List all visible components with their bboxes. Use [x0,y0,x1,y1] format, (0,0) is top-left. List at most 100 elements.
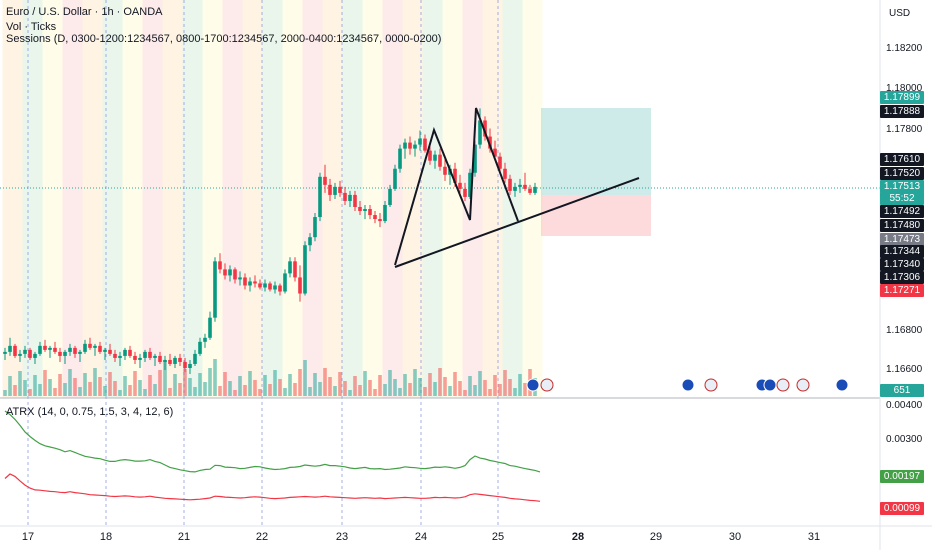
economic-event-icons[interactable] [526,378,849,392]
sessions-legend[interactable]: Sessions (D, 0300-1200:1234567, 0800-170… [6,33,442,45]
volume-bar [188,378,192,396]
candle [423,138,427,151]
session-band [257,0,263,398]
session-band [72,0,78,398]
position-stop-zone[interactable] [541,195,651,236]
atrx-legend[interactable]: ATRX (14, 0, 0.75, 1.5, 3, 4, 12, 6) [6,406,174,418]
session-band [322,0,328,398]
volume-legend[interactable]: Vol · Ticks [6,21,57,33]
session-band [107,0,113,398]
chart-pattern-drawing[interactable] [394,107,640,268]
time-axis-label: 17 [21,531,35,543]
candle [198,341,202,354]
candle [148,351,152,358]
volume-bar [38,384,42,396]
candle [133,355,137,360]
volume-bar [293,383,297,396]
candle [258,283,262,288]
price-tag: 1.17306 [880,271,924,284]
symbol-title[interactable]: Euro / U.S. Dollar · 1h · OANDA [6,6,163,18]
session-band [297,0,303,398]
candle [463,188,467,197]
session-band [487,0,493,398]
session-band [312,0,318,398]
volume-bar [63,383,67,396]
time-axis-label: 29 [649,531,663,543]
session-band [427,0,433,398]
time-axis-label: 31 [807,531,821,543]
volume-bar [128,385,132,396]
session-band [27,0,33,398]
volume-bar [348,390,352,396]
candle [13,345,17,356]
volume-bar [23,380,27,396]
session-band [517,0,523,398]
candle [318,176,322,218]
candle [418,138,422,145]
session-band [157,0,163,398]
volume-bar [103,386,107,396]
candle [218,261,222,270]
session-band [37,0,43,398]
session-band [382,0,388,398]
atrx-value-tag: 0.00197 [880,470,924,483]
volume-bar [258,389,262,396]
candle [18,353,22,356]
candle [238,277,242,280]
volume-bar [278,379,282,396]
candle [328,184,332,195]
candle [68,347,72,352]
currency-label[interactable]: USD [889,8,911,19]
candle [483,120,487,137]
candle [228,269,232,276]
time-axis-label: 30 [728,531,742,543]
session-band [2,0,8,398]
candle [243,277,247,286]
session-band [417,0,423,398]
volume-bar [198,373,202,396]
candle [443,166,447,175]
candle [488,136,492,149]
candle [248,281,252,286]
time-axis-label: 28 [571,531,585,543]
candle [478,120,482,145]
session-band [32,0,38,398]
session-band [222,0,228,398]
volume-bar [58,374,62,396]
position-target-zone[interactable] [541,108,651,195]
volume-bar [453,372,457,396]
candle [123,349,127,356]
candle [28,349,32,358]
price-axis-label: 1.16600 [886,364,923,375]
w-pattern-line [394,107,519,266]
session-band [242,0,248,398]
volume-bar [168,388,172,396]
session-band [402,0,408,398]
volume-bar [233,390,237,396]
candle [178,357,182,362]
volume-bar [48,379,52,396]
price-tag-target: 1.17899 [880,91,924,104]
eu-flag-icon [681,378,695,392]
session-band [47,0,53,398]
volume-bar [408,383,412,396]
session-band [407,0,413,398]
volume-bar [88,382,92,396]
candle [408,142,412,149]
session-band [282,0,288,398]
volume-bar [43,370,47,396]
volume-bar [113,381,117,396]
volume-bar [363,371,367,396]
session-band [82,0,88,398]
candle [53,347,57,352]
candle [138,357,142,360]
session-band [177,0,183,398]
session-band [192,0,198,398]
time-axis-label: 25 [491,531,505,543]
session-band [472,0,478,398]
volume-bar [143,389,147,396]
time-axis-label: 18 [99,531,113,543]
session-band [527,0,533,398]
candlestick-series[interactable] [3,108,537,375]
